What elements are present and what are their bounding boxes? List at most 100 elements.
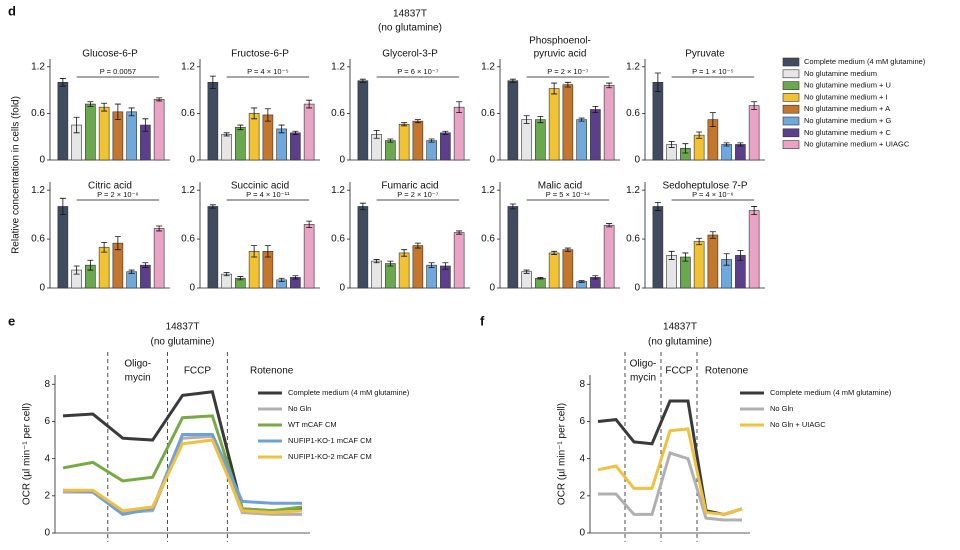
p-value: P = 0.0057 — [100, 67, 136, 76]
y-axis-label: OCR (µl min⁻¹ per cell) — [22, 403, 33, 505]
y-tick-label: 0.6 — [481, 108, 495, 119]
error-bar — [128, 107, 135, 117]
y-tick-label: 0 — [189, 155, 195, 166]
error-bar — [578, 280, 585, 283]
chart-title: 14837T — [663, 322, 697, 333]
error-bar — [251, 245, 258, 258]
bar — [207, 206, 219, 289]
bar — [153, 99, 165, 161]
legend-label: No glutamine medium + C — [804, 128, 891, 137]
panel-label: d — [8, 3, 16, 18]
bar — [590, 109, 601, 161]
y-tick-label: 1.2 — [31, 61, 45, 72]
y-axis-label: Relative concentration in cells (fold) — [11, 96, 22, 254]
y-tick-label: 6 — [44, 416, 50, 427]
error-bar — [251, 107, 258, 120]
series-line — [597, 427, 743, 516]
y-tick-label: 2 — [44, 490, 50, 501]
bar — [221, 273, 232, 289]
bar — [707, 234, 719, 289]
error-bar — [682, 143, 689, 154]
phase-label: mycin — [630, 373, 656, 384]
legend-label: No glutamine medium + U — [804, 81, 891, 90]
error-bar — [682, 252, 689, 262]
error-bar — [606, 223, 613, 228]
error-bar — [292, 130, 299, 135]
bar — [693, 134, 705, 161]
error-bar — [73, 265, 80, 275]
bar — [153, 228, 165, 289]
bar — [385, 263, 396, 289]
bar — [548, 88, 560, 161]
error-bar — [509, 78, 516, 83]
bar — [57, 82, 69, 161]
error-bar — [654, 72, 661, 93]
error-bar — [551, 250, 558, 255]
bar — [385, 140, 396, 161]
y-tick-label: 0 — [489, 283, 495, 294]
y-tick-label: 6 — [579, 416, 585, 427]
chart-title: pyruvic acid — [534, 49, 587, 60]
y-tick-label: 8 — [44, 379, 50, 390]
error-bar — [564, 81, 571, 88]
legend-label: NUFIP1-KO-1 mCAF CM — [288, 436, 372, 445]
bar — [548, 252, 560, 289]
bar — [357, 80, 369, 161]
bar — [748, 210, 760, 289]
y-tick-label: 0.6 — [481, 234, 495, 245]
chart-title: (no glutamine) — [151, 337, 215, 348]
error-bar — [751, 101, 758, 110]
error-bar — [359, 202, 366, 211]
chart-title: (no glutamine) — [648, 337, 712, 348]
error-bar — [237, 124, 244, 131]
y-tick-label: 0.6 — [626, 108, 640, 119]
error-bar — [237, 276, 244, 281]
error-bar — [142, 118, 149, 132]
error-bar — [564, 247, 571, 252]
bar — [357, 206, 369, 289]
error-bar — [428, 262, 435, 269]
bar — [248, 113, 260, 161]
error-bar — [73, 116, 80, 134]
bar — [521, 271, 532, 289]
panel-label: f — [480, 313, 485, 328]
bar — [290, 132, 301, 161]
chart-title: Sedoheptulose 7-P — [662, 181, 747, 192]
legend-swatch — [782, 116, 800, 126]
y-tick-label: 0 — [339, 283, 345, 294]
error-bar — [373, 259, 380, 264]
error-bar — [373, 130, 380, 139]
chart-title: Citric acid — [88, 181, 132, 192]
legend-label: No Gln — [770, 404, 793, 413]
legend-label: No glutamine medium + G — [804, 116, 891, 125]
bar — [412, 245, 424, 289]
error-bar — [101, 241, 108, 253]
chart-title: Glycerol-3-P — [382, 49, 438, 60]
p-value: P = 4 × 10⁻⁵ — [247, 67, 289, 76]
bar — [412, 120, 424, 161]
error-bar — [592, 105, 599, 114]
error-bar — [306, 220, 313, 229]
error-bar — [87, 101, 94, 107]
error-bar — [696, 237, 703, 246]
p-value: P = 2 × 10⁻⁷ — [547, 67, 588, 76]
bar — [426, 264, 437, 289]
y-tick-label: 0 — [39, 155, 45, 166]
error-bar — [696, 131, 703, 139]
chart-title: 14837T — [166, 322, 200, 333]
error-bar — [59, 197, 66, 216]
legend-label: Complete medium (4 mM glutamine) — [770, 388, 892, 397]
bar — [85, 103, 96, 161]
y-tick-label: 0 — [634, 155, 640, 166]
bar — [453, 232, 465, 289]
error-bar — [156, 97, 163, 102]
error-bar — [264, 108, 271, 122]
p-value: P = 2 × 10⁻⁶ — [97, 190, 139, 199]
bar — [680, 256, 691, 289]
error-bar — [306, 99, 313, 109]
error-bar — [592, 275, 599, 280]
y-tick-label: 0.6 — [181, 108, 195, 119]
error-bar — [264, 245, 271, 258]
error-bar — [101, 102, 108, 112]
error-bar — [209, 75, 216, 89]
